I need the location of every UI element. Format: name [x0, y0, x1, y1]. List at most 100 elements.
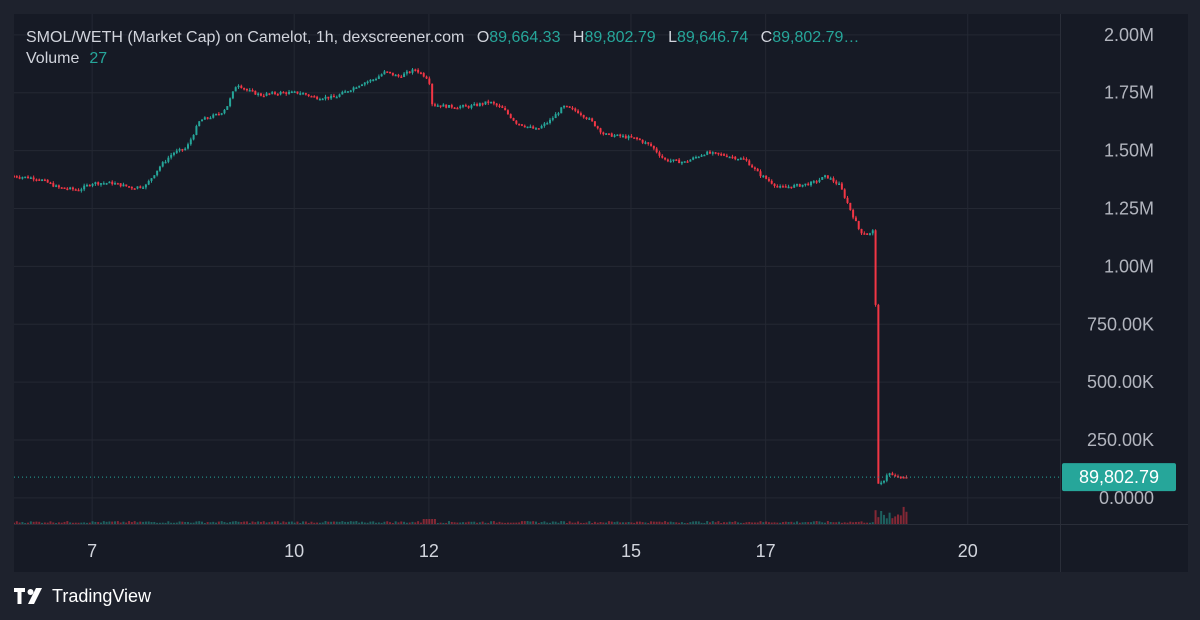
volume-bar [731, 521, 734, 524]
candle-body [591, 118, 594, 122]
volume-bar [835, 522, 838, 524]
volume-bar [408, 522, 411, 524]
volume-bar [498, 521, 501, 524]
candle-body [610, 133, 613, 137]
chart-title: SMOL/WETH (Market Cap) on Camelot, 1h, d… [26, 29, 465, 46]
volume-bar [647, 522, 650, 524]
volume-bar [894, 516, 897, 524]
candle-body [304, 93, 307, 95]
volume-bar [122, 521, 125, 524]
candle-body [905, 477, 908, 479]
volume-bar [661, 522, 664, 524]
candle-body [543, 123, 546, 126]
candle-body [428, 78, 431, 84]
volume-bar [316, 522, 319, 524]
candle-body [456, 107, 459, 110]
y-axis[interactable]: 2.00M 1.75M 1.50M 1.25M 1.00M 750.00K 500.00K 2… [1060, 14, 1155, 572]
candle-body [248, 90, 251, 92]
volume-bar [161, 522, 164, 524]
candle-body [658, 152, 661, 156]
candle-body [863, 233, 866, 235]
volume-bar [868, 522, 871, 524]
candle-body [321, 98, 324, 101]
volume-bar [366, 522, 369, 524]
volume-bar [672, 522, 675, 524]
volume-bar [428, 519, 431, 524]
volume-bar [585, 522, 588, 524]
candle-body [672, 159, 675, 161]
volume-bar [330, 521, 333, 524]
volume-bar [512, 522, 515, 524]
candle-body [476, 103, 479, 106]
volume-bar [529, 521, 532, 524]
volume-bar [27, 522, 30, 524]
volume-bar [843, 522, 846, 524]
volume-bar [680, 522, 683, 524]
candlestick-chart[interactable]: 89,802.79 2.00M 1.75M 1.50M 1.25M 1.00M 750.0… [14, 14, 1188, 572]
volume-bar [723, 522, 726, 524]
volume-bar [462, 522, 465, 524]
candle-body [243, 87, 246, 90]
candle-body [607, 133, 610, 135]
candle-body [316, 96, 319, 99]
y-tick-label: 2.00M [1104, 25, 1154, 45]
candle-body [810, 181, 813, 186]
candle-body [689, 159, 692, 162]
candle-body [60, 187, 63, 189]
candle-body [144, 184, 147, 188]
volume-bar [880, 510, 883, 524]
volume-bar [751, 522, 754, 524]
volume-bar [259, 521, 262, 524]
volume-bar [888, 512, 891, 524]
volume-bar [776, 522, 779, 524]
candle-body [700, 155, 703, 157]
candle-body [344, 91, 347, 93]
volume-bar [175, 522, 178, 524]
volume-bar [414, 522, 417, 524]
volume-bar [276, 521, 279, 524]
volume-bar [753, 522, 756, 524]
candle-body [537, 128, 540, 130]
volume-bar [686, 522, 689, 524]
candle-body [899, 476, 902, 479]
volume-bar [349, 521, 352, 524]
candle-body [175, 150, 178, 153]
price-tag-box [1062, 463, 1176, 492]
candle-body [577, 110, 580, 114]
candle-body [46, 179, 49, 183]
candle-body [285, 92, 288, 94]
candle-body [111, 181, 114, 185]
volume-bar [470, 521, 473, 524]
volume-bar [46, 522, 49, 524]
candle-body [551, 118, 554, 120]
volume-bar [313, 522, 316, 524]
volume-bar [377, 522, 380, 524]
candle-body [116, 183, 119, 185]
candle-body [835, 181, 838, 184]
candle-body [633, 137, 636, 139]
candle-body [38, 179, 41, 181]
candle-body [885, 475, 888, 481]
volume-bar [748, 521, 751, 524]
chart-panel[interactable]: 89,802.79 2.00M 1.75M 1.50M 1.25M 1.00M 750.0… [14, 14, 1188, 572]
candle-body [506, 110, 509, 115]
brand-footer[interactable]: TradingView [14, 584, 151, 608]
candle-body [445, 104, 448, 108]
volume-bar [144, 521, 147, 524]
y-tick-label: 1.50M [1104, 141, 1154, 161]
candle-body [739, 158, 742, 160]
volume-bar [815, 521, 818, 524]
x-tick-label: 15 [621, 541, 641, 561]
volume-bar [130, 522, 133, 524]
candle-body [433, 104, 436, 106]
candle-body [664, 157, 667, 160]
volume-bar [720, 522, 723, 524]
volume-bar [481, 521, 484, 524]
x-axis[interactable]: 7 10 12 15 17 20 [14, 524, 1188, 562]
candle-body [751, 165, 754, 168]
volume-bar [779, 522, 782, 524]
candle-body [753, 167, 756, 169]
candle-body [245, 88, 248, 91]
volume-bar [111, 521, 114, 524]
candle-body [130, 186, 133, 189]
